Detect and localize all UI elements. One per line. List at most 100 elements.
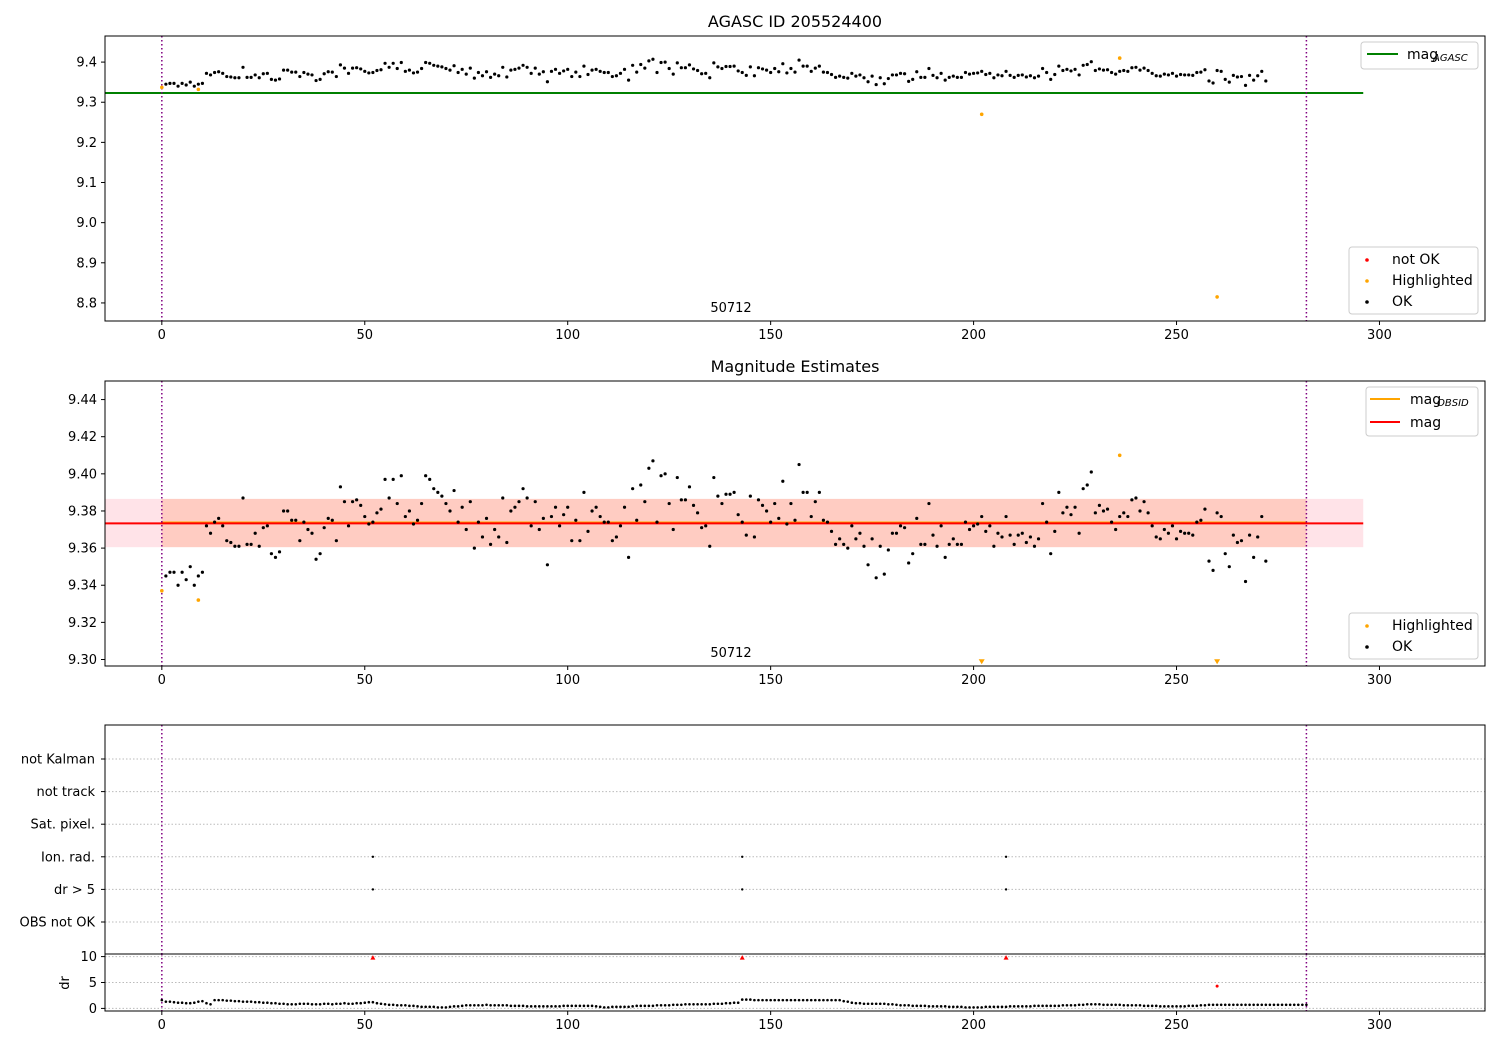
dr-ok-point <box>915 1004 919 1008</box>
agasc-legend-notok-label: not OK <box>1392 252 1440 268</box>
magnitude-ok-point <box>387 496 391 500</box>
dr-ok-point <box>176 1001 180 1005</box>
agasc-legend-mag-label: mag <box>1407 47 1438 63</box>
dr-ok-point <box>184 1001 188 1005</box>
agasc-ok-point <box>310 73 314 77</box>
dr-ok-point <box>842 999 846 1003</box>
dr-ok-point <box>1142 1004 1146 1008</box>
agasc-x-tick-label: 250 <box>1164 328 1189 343</box>
magnitude-estimates-panel: Magnitude Estimates 50712 0 50 100 150 200 25… <box>68 357 1486 688</box>
agasc-legend-notok-marker <box>1365 258 1369 262</box>
agasc-ok-point <box>168 81 172 85</box>
agasc-ok-point <box>541 70 545 74</box>
agasc-ok-point <box>330 70 334 74</box>
dr-ok-point <box>1073 1004 1077 1007</box>
magnitude-ok-point <box>691 503 696 507</box>
agasc-ok-point <box>907 79 911 83</box>
dr-ok-point <box>984 1005 988 1009</box>
dr-ok-point <box>895 1003 898 1007</box>
agasc-x-tick-label: 0 <box>158 328 166 343</box>
agasc-ok-point <box>935 76 939 80</box>
magnitude-ok-point <box>898 524 903 528</box>
dr-ok-point <box>586 1004 590 1008</box>
magnitude-ok-point <box>789 501 793 506</box>
agasc-x-tick-label: 100 <box>555 328 580 343</box>
magnitude-ok-point <box>821 518 826 522</box>
agasc-ok-point <box>1158 74 1162 78</box>
agasc-ok-point <box>614 74 619 78</box>
magnitude-ok-point <box>1069 513 1073 517</box>
agasc-ok-point <box>813 66 817 70</box>
agasc-ok-point <box>1040 66 1045 71</box>
agasc-ok-point <box>862 76 866 80</box>
agasc-ok-point <box>590 68 594 72</box>
magnitude-ok-point <box>342 500 347 504</box>
agasc-y-tick-label: 9.4 <box>76 56 97 71</box>
dr-ok-point <box>351 1002 354 1006</box>
dr-ok-point <box>306 1002 310 1006</box>
magnitude-ok-point <box>302 520 306 524</box>
dr-ok-point <box>1118 1003 1122 1007</box>
magnitude-ok-point <box>610 539 614 543</box>
magnitude-ok-point <box>509 509 513 513</box>
dr-ok-point <box>1130 1004 1134 1007</box>
dr-ok-point <box>753 998 756 1002</box>
agasc-ok-point <box>188 80 192 84</box>
dr-ok-point <box>858 1001 862 1005</box>
dr-ok-point <box>367 1000 371 1004</box>
magnitude-ok-point <box>850 524 854 528</box>
magnitude-ok-point <box>1154 535 1158 539</box>
agasc-x-tick-label: 50 <box>356 328 373 343</box>
magnitude-ok-point <box>919 542 923 546</box>
agasc-ok-point <box>549 69 554 73</box>
dr-ok-point <box>241 1000 245 1003</box>
dr-ok-point <box>1098 1002 1101 1006</box>
magnitude-ok-point <box>1122 511 1126 515</box>
agasc-y-tick-label: 9.2 <box>76 136 97 151</box>
dr-ok-point <box>878 1002 882 1006</box>
agasc-ok-point <box>338 63 343 67</box>
dr-ok-point <box>805 998 809 1002</box>
dr-ok-point <box>732 1001 736 1005</box>
dr-not-ok-point <box>1215 984 1219 988</box>
magnitude-ok-point <box>493 527 497 532</box>
dr-ok-point <box>1296 1003 1300 1007</box>
dr-ok-point <box>866 1002 870 1006</box>
magnitude-ok-point <box>330 518 334 522</box>
agasc-highlighted-point <box>1117 56 1122 60</box>
agasc-ok-point <box>1126 69 1130 73</box>
dr-ok-point <box>635 1004 639 1008</box>
flags-row-labels: not Kalman not track Sat. pixel. Ion. rad. d… <box>20 753 105 931</box>
dr-ok-point <box>1004 1005 1008 1009</box>
dr-ok-point <box>1211 1003 1215 1007</box>
magnitude-x-tick-label: 0 <box>158 673 166 688</box>
dr-ok-point <box>631 1005 634 1008</box>
dr-x-tick-label: 0 <box>158 1018 166 1033</box>
magnitude-ok-point <box>1097 503 1102 507</box>
agasc-ok-point <box>943 78 947 82</box>
magnitude-ok-point <box>208 531 213 535</box>
magnitude-y-tick-label: 9.42 <box>68 430 97 445</box>
dr-ok-point <box>854 1001 858 1005</box>
agasc-ok-point <box>1069 69 1073 73</box>
dr-ok-point <box>1037 1004 1040 1008</box>
dr-ok-point <box>537 1005 541 1008</box>
magnitude-ok-point <box>586 529 590 533</box>
dr-ok-point <box>1016 1005 1020 1008</box>
agasc-legend-highlighted-label: Highlighted <box>1392 273 1473 289</box>
dr-ok-point <box>720 1002 724 1006</box>
dr-ok-point <box>574 1004 578 1008</box>
dr-ok-point <box>493 1004 496 1007</box>
magnitude-panel-title: Magnitude Estimates <box>711 357 880 376</box>
dr-ok-point <box>1089 1002 1093 1006</box>
dr-ok-point <box>444 1006 448 1009</box>
dr-ok-point <box>314 1002 318 1006</box>
agasc-ok-point <box>1045 70 1049 75</box>
magnitude-ok-point <box>631 487 635 491</box>
dr-ok-point <box>192 1001 196 1005</box>
dr-ok-point <box>278 1002 281 1006</box>
magnitude-ok-point <box>781 479 785 483</box>
magnitude-ok-point <box>419 501 424 506</box>
magnitude-ok-point <box>602 520 606 524</box>
dr-ok-point <box>1049 1004 1053 1008</box>
